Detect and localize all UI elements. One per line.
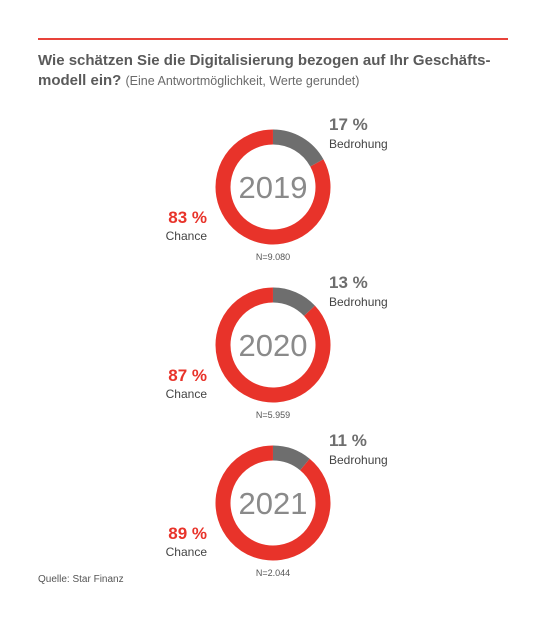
sample-size-label: N=5.959	[256, 410, 290, 420]
bedrohung-value-label: 13 %	[329, 273, 368, 292]
slice-bedrohung-2020	[272, 287, 315, 317]
chance-value-label: 87 %	[168, 366, 207, 385]
chart-title-line1: Wie schätzen Sie die Digitalisierung bez…	[38, 52, 491, 69]
bedrohung-name-label: Bedrohung	[329, 137, 388, 151]
year-label: 2021	[239, 486, 308, 521]
chance-value-label: 83 %	[168, 208, 207, 227]
sample-size-label: N=2.044	[256, 568, 290, 578]
year-label: 2019	[239, 170, 308, 205]
chart-title-line2: modell ein?	[38, 72, 122, 89]
bedrohung-value-label: 11 %	[329, 431, 367, 450]
slice-bedrohung-2019	[272, 129, 324, 167]
bedrohung-name-label: Bedrohung	[329, 295, 388, 309]
chance-name-label: Chance	[166, 229, 208, 243]
slice-chance-2021	[215, 445, 331, 561]
sample-size-label: N=9.080	[256, 252, 290, 262]
chance-value-label: 89 %	[168, 524, 207, 543]
slice-bedrohung-2021	[272, 445, 310, 471]
top-accent-rule	[38, 38, 508, 40]
bedrohung-name-label: Bedrohung	[329, 453, 388, 467]
chance-name-label: Chance	[166, 387, 208, 401]
chart-title: Wie schätzen Sie die Digitalisierung bez…	[38, 51, 518, 91]
slice-chance-2019	[215, 129, 331, 245]
year-label: 2020	[239, 328, 308, 363]
bedrohung-value-label: 17 %	[329, 115, 368, 134]
slice-chance-2020	[215, 287, 331, 403]
chart-subtitle: (Eine Antwortmöglichkeit, Werte gerundet…	[125, 74, 360, 88]
chance-name-label: Chance	[166, 545, 208, 559]
source-note: Quelle: Star Finanz	[38, 574, 124, 585]
